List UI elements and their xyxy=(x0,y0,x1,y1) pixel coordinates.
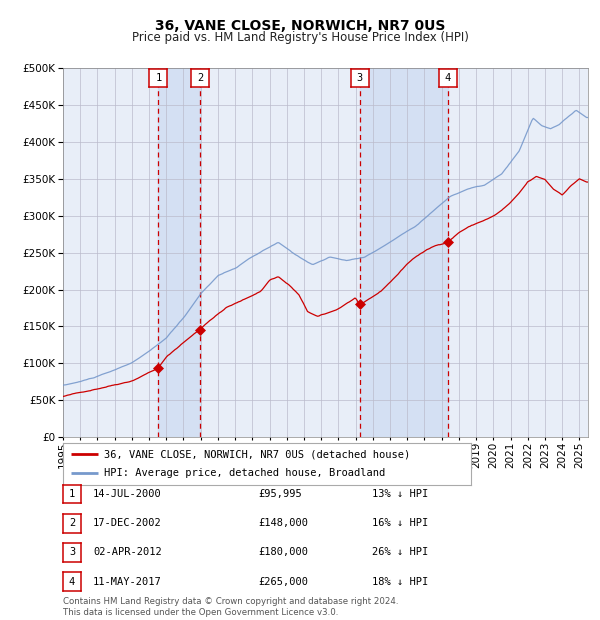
Text: £95,995: £95,995 xyxy=(258,489,302,499)
Text: 1: 1 xyxy=(69,489,75,499)
Text: 4: 4 xyxy=(445,73,451,83)
Text: £265,000: £265,000 xyxy=(258,577,308,587)
Bar xyxy=(360,68,448,437)
Text: 3: 3 xyxy=(69,547,75,557)
Text: £148,000: £148,000 xyxy=(258,518,308,528)
Text: 1: 1 xyxy=(155,73,161,83)
Text: Contains HM Land Registry data © Crown copyright and database right 2024.
This d: Contains HM Land Registry data © Crown c… xyxy=(63,598,398,617)
Text: 16% ↓ HPI: 16% ↓ HPI xyxy=(372,518,428,528)
Text: 26% ↓ HPI: 26% ↓ HPI xyxy=(372,547,428,557)
Text: 4: 4 xyxy=(69,577,75,587)
Text: 11-MAY-2017: 11-MAY-2017 xyxy=(93,577,162,587)
Bar xyxy=(158,68,200,437)
Text: Price paid vs. HM Land Registry's House Price Index (HPI): Price paid vs. HM Land Registry's House … xyxy=(131,31,469,44)
Text: 2: 2 xyxy=(69,518,75,528)
Text: 3: 3 xyxy=(357,73,363,83)
Text: 36, VANE CLOSE, NORWICH, NR7 0US: 36, VANE CLOSE, NORWICH, NR7 0US xyxy=(155,19,445,33)
Text: 02-APR-2012: 02-APR-2012 xyxy=(93,547,162,557)
Text: 17-DEC-2002: 17-DEC-2002 xyxy=(93,518,162,528)
Text: £180,000: £180,000 xyxy=(258,547,308,557)
Text: 13% ↓ HPI: 13% ↓ HPI xyxy=(372,489,428,499)
Text: 14-JUL-2000: 14-JUL-2000 xyxy=(93,489,162,499)
Text: 2: 2 xyxy=(197,73,203,83)
Text: HPI: Average price, detached house, Broadland: HPI: Average price, detached house, Broa… xyxy=(104,469,385,479)
Text: 36, VANE CLOSE, NORWICH, NR7 0US (detached house): 36, VANE CLOSE, NORWICH, NR7 0US (detach… xyxy=(104,449,410,459)
Text: 18% ↓ HPI: 18% ↓ HPI xyxy=(372,577,428,587)
